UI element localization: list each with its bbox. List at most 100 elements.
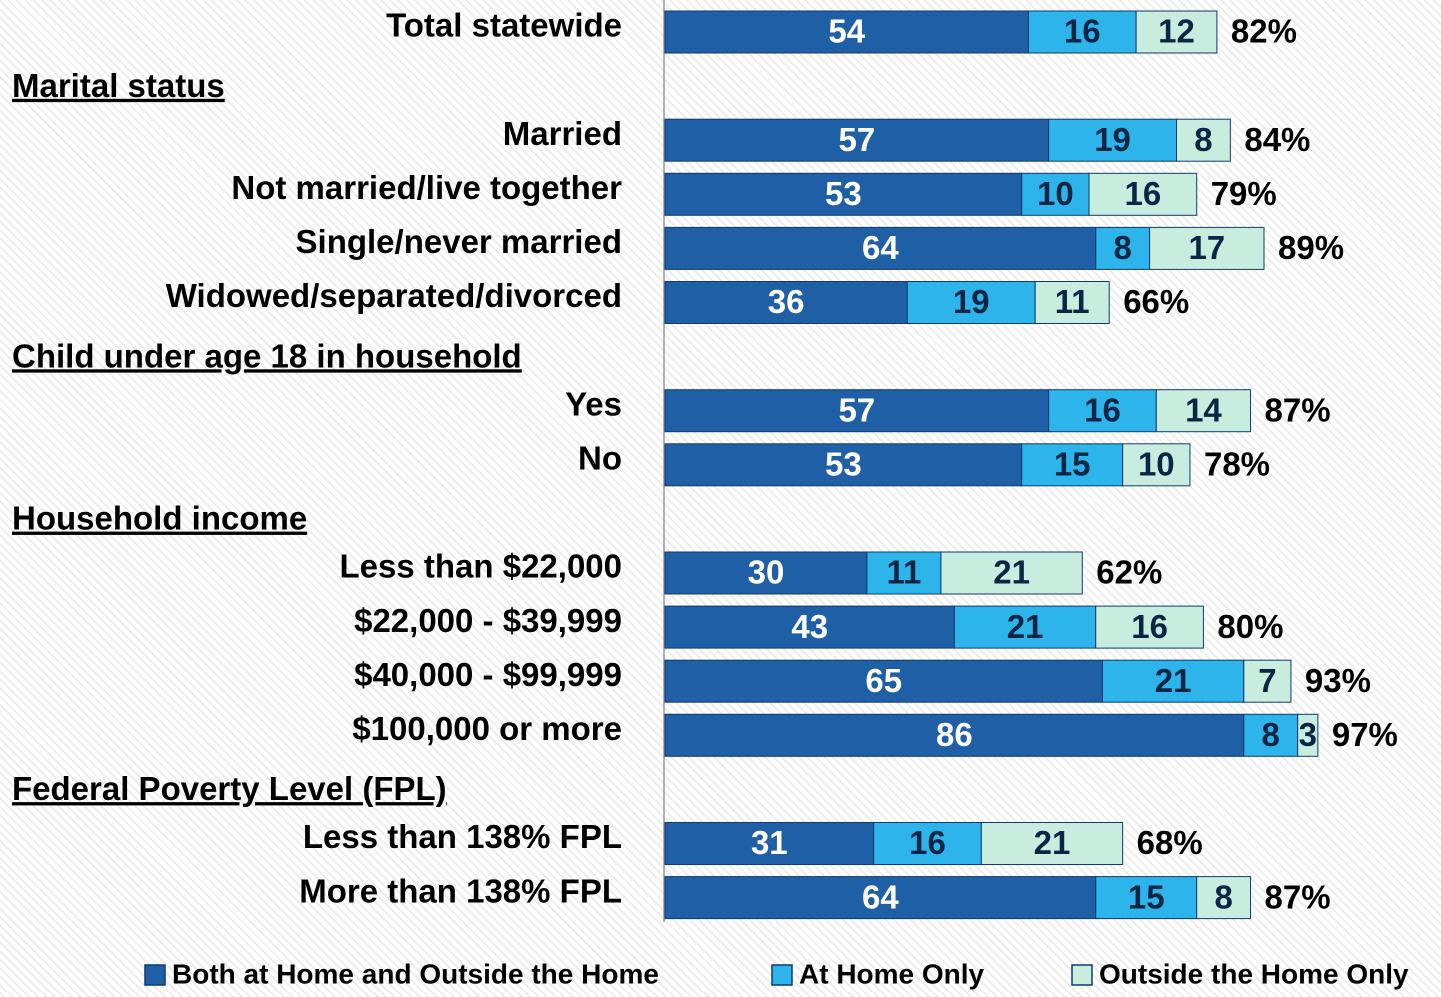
bar-value-label: 36 [768, 283, 805, 320]
bar-value-label: 12 [1158, 13, 1195, 50]
bar-value-label: 10 [1037, 175, 1074, 212]
category-label: $22,000 - $39,999 [354, 602, 622, 639]
bar-value-label: 30 [748, 554, 785, 591]
legend-label: Both at Home and Outside the Home [172, 958, 659, 989]
legend-swatch [771, 964, 793, 986]
bar-value-label: 21 [1007, 608, 1044, 645]
bar-value-label: 21 [1155, 662, 1192, 699]
bar-value-label: 15 [1054, 446, 1091, 483]
bar-segment [953, 605, 1097, 649]
legend-label: At Home Only [799, 958, 985, 989]
bar-value-label: 11 [886, 554, 921, 591]
bar-value-label: 64 [862, 878, 899, 915]
bar-value-label: 53 [825, 446, 862, 483]
group-header: Federal Poverty Level (FPL) [12, 770, 447, 807]
bar-value-label: 11 [1055, 283, 1090, 320]
bar-segment [1135, 10, 1218, 54]
bar-segment [1021, 443, 1124, 487]
bar-value-label: 17 [1188, 229, 1225, 266]
category-label: $100,000 or more [352, 710, 622, 747]
bar-value-label: 57 [838, 391, 875, 428]
bar-value-label: 19 [953, 283, 990, 320]
bar-segment [664, 389, 1050, 433]
bar-value-label: 21 [1034, 824, 1071, 861]
bar-segment [866, 551, 942, 595]
bar-value-label: 53 [825, 175, 862, 212]
category-label: Married [503, 115, 622, 152]
bar-value-label: 64 [862, 229, 899, 266]
bar-value-label: 16 [1131, 608, 1168, 645]
bar-segment [940, 551, 1083, 595]
category-label: Total statewide [386, 7, 622, 44]
total-label: 68% [1137, 824, 1203, 861]
group-header: Household income [12, 500, 307, 537]
bar-segment [1095, 876, 1198, 920]
bar-segment [664, 876, 1097, 920]
legend-label: Outside the Home Only [1099, 958, 1409, 989]
bar-segment [664, 281, 908, 324]
bar-segment [1101, 659, 1245, 703]
category-label: More than 138% FPL [299, 872, 622, 909]
total-label: 62% [1096, 554, 1162, 591]
category-label: $40,000 - $99,999 [354, 656, 622, 693]
bar-value-label: 31 [751, 824, 788, 861]
category-label: Yes [565, 385, 622, 422]
bar-value-label: 86 [936, 716, 973, 753]
bar-segment [1149, 226, 1265, 270]
category-label: Single/never married [296, 223, 622, 260]
bar-segment [980, 822, 1124, 865]
bar-value-label: 16 [1064, 13, 1101, 50]
bar-segment [664, 605, 955, 649]
group-header: Child under age 18 in household [12, 337, 522, 374]
bar-segment [1088, 172, 1198, 216]
category-label: Widowed/separated/divorced [166, 277, 622, 314]
bar-segment [906, 281, 1036, 324]
bar-segment [873, 822, 982, 865]
bar-segment [1034, 281, 1110, 324]
bar-segment [1048, 389, 1157, 433]
total-label: 89% [1278, 229, 1344, 266]
bar-value-label: 16 [909, 824, 946, 861]
total-label: 82% [1231, 13, 1297, 50]
bar-value-label: 14 [1185, 391, 1222, 428]
bar-segment [1243, 713, 1299, 757]
bar-segment [1176, 118, 1231, 162]
total-label: 97% [1332, 716, 1398, 753]
total-label: 80% [1217, 608, 1283, 645]
total-label: 66% [1123, 283, 1189, 320]
total-label: 87% [1265, 878, 1331, 915]
category-label: Less than 138% FPL [303, 818, 622, 855]
bar-value-label: 3 [1299, 716, 1317, 753]
category-label: Not married/live together [231, 169, 622, 206]
category-label: No [578, 440, 622, 477]
bar-segment [1095, 605, 1204, 649]
bar-segment [664, 659, 1103, 703]
bar-segment [664, 443, 1023, 487]
bar-value-label: 19 [1094, 121, 1131, 158]
total-label: 78% [1204, 446, 1270, 483]
bar-segment [1155, 389, 1252, 433]
bar-segment [1095, 226, 1151, 270]
bar-value-label: 8 [1262, 716, 1280, 753]
total-label: 84% [1244, 121, 1310, 158]
total-label: 87% [1265, 391, 1331, 428]
category-label: Less than $22,000 [340, 548, 623, 585]
bar-segment [1196, 876, 1252, 920]
bar-value-label: 7 [1258, 662, 1276, 699]
legend-swatch [1071, 964, 1093, 986]
bar-value-label: 43 [791, 608, 828, 645]
bar-value-label: 54 [828, 13, 865, 50]
bar-value-label: 15 [1128, 878, 1165, 915]
bar-value-label: 21 [993, 554, 1030, 591]
bar-segment [664, 713, 1245, 757]
bar-segment [1122, 443, 1191, 487]
legend-swatch [144, 964, 166, 986]
bar-value-label: 8 [1194, 121, 1212, 158]
bar-value-label: 8 [1214, 878, 1232, 915]
bar-segment [1027, 10, 1137, 54]
bar-segment [1243, 659, 1292, 703]
bar-segment [1297, 713, 1319, 757]
bar-value-label: 8 [1113, 229, 1131, 266]
